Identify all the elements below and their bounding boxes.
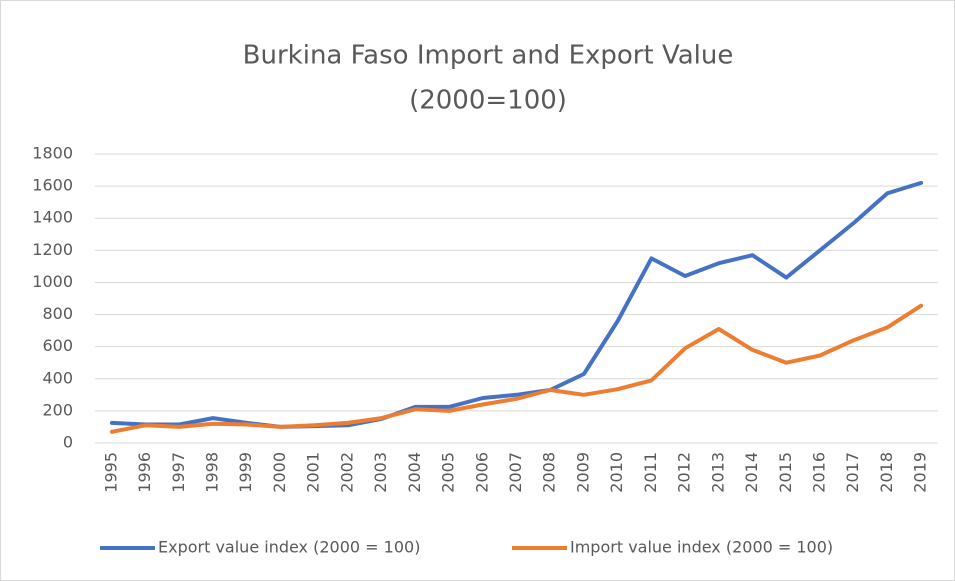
chart-title: Burkina Faso Import and Export Value	[243, 41, 734, 71]
legend-label: Export value index (2000 = 100)	[158, 538, 420, 557]
x-tick-label: 2011	[641, 452, 660, 493]
x-tick-label: 2009	[573, 452, 592, 493]
y-tick-label: 1800	[32, 144, 73, 163]
x-tick-label: 2002	[337, 452, 356, 493]
legend-label: Import value index (2000 = 100)	[570, 538, 833, 557]
x-tick-label: 2018	[877, 452, 896, 493]
y-tick-label: 1400	[32, 208, 73, 227]
y-tick-label: 1600	[32, 176, 73, 195]
x-tick-label: 2001	[304, 452, 323, 493]
series-line	[109, 303, 924, 434]
x-tick-label: 2014	[742, 452, 761, 493]
y-tick-label: 800	[42, 304, 73, 323]
x-tick-label: 1999	[236, 452, 255, 493]
x-tick-label: 1996	[135, 452, 154, 493]
y-tick-label: 200	[42, 400, 73, 419]
x-tick-label: 2000	[270, 452, 289, 493]
x-tick-label: 2012	[675, 452, 694, 493]
y-tick-label: 0	[63, 433, 73, 452]
x-tick-label: 2007	[506, 452, 525, 493]
x-tick-label: 2015	[776, 452, 795, 493]
x-tick-label: 2013	[708, 452, 727, 493]
x-tick-label: 2006	[472, 452, 491, 493]
y-tick-label: 400	[42, 368, 73, 387]
x-tick-label: 2004	[405, 452, 424, 493]
x-tick-label: 1997	[169, 452, 188, 493]
x-tick-label: 2010	[607, 452, 626, 493]
x-tick-label: 1995	[101, 452, 120, 493]
x-tick-label: 2016	[809, 452, 828, 493]
chart-title: (2000=100)	[409, 86, 567, 116]
y-tick-label: 600	[42, 336, 73, 355]
x-tick-label: 2008	[540, 452, 559, 493]
y-tick-label: 1000	[32, 272, 73, 291]
x-tick-label: 2003	[371, 452, 390, 493]
x-tick-label: 1998	[203, 452, 222, 493]
x-tick-label: 2019	[911, 452, 930, 493]
x-tick-label: 2005	[439, 452, 458, 493]
y-tick-label: 1200	[32, 240, 73, 259]
x-tick-label: 2017	[843, 452, 862, 493]
